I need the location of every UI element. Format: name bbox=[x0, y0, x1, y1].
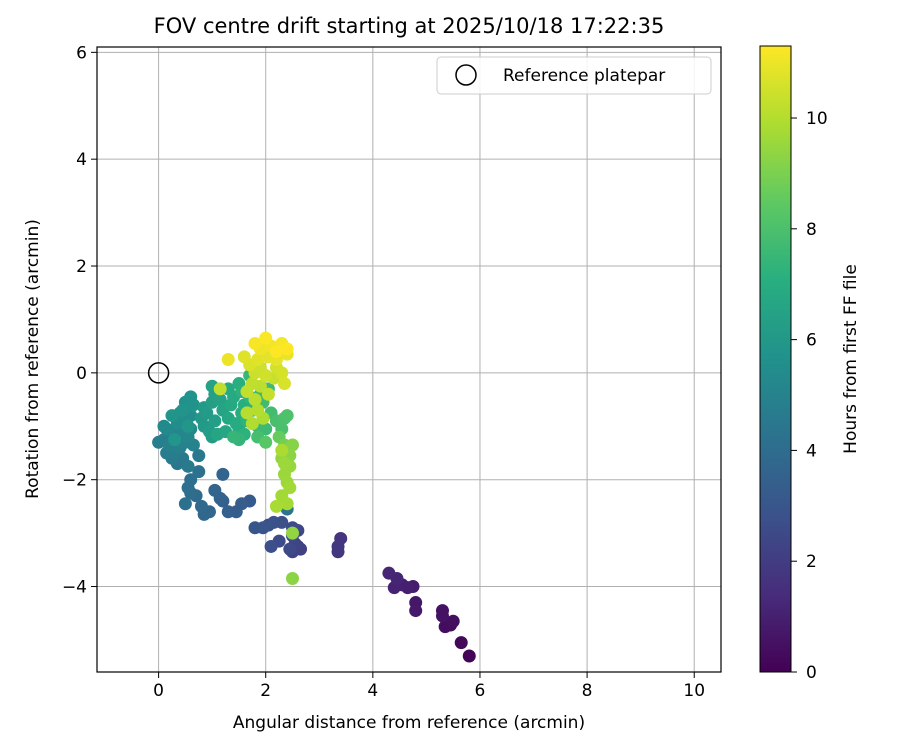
colorbar-tick-label: 2 bbox=[806, 552, 817, 572]
colorbar-label: Hours from first FF file bbox=[841, 264, 861, 454]
data-point bbox=[248, 521, 262, 535]
data-point bbox=[157, 419, 171, 433]
data-point bbox=[176, 403, 190, 417]
data-point bbox=[192, 449, 206, 463]
data-point bbox=[280, 342, 294, 356]
data-point bbox=[259, 369, 273, 383]
data-point bbox=[251, 403, 265, 417]
x-axis-ticks: 0 2 4 6 8 10 bbox=[153, 672, 705, 701]
legend-entry-reference-platepar: Reference platepar bbox=[503, 66, 665, 86]
colorbar-tick-label: 6 bbox=[806, 331, 817, 351]
colorbar bbox=[759, 45, 792, 673]
data-point bbox=[331, 545, 345, 559]
data-point bbox=[186, 398, 200, 412]
x-tick-label: 10 bbox=[683, 681, 705, 701]
colorbar-tick-label: 10 bbox=[806, 109, 828, 129]
legend: Reference platepar bbox=[436, 56, 712, 95]
data-point bbox=[192, 465, 206, 479]
data-point bbox=[237, 350, 251, 364]
data-point bbox=[181, 419, 195, 433]
data-point bbox=[280, 497, 294, 511]
data-point bbox=[382, 566, 396, 580]
x-axis-label: Angular distance from reference (arcmin) bbox=[233, 713, 585, 733]
data-point bbox=[184, 473, 198, 487]
x-tick-label: 6 bbox=[475, 681, 486, 701]
colorbar-tick-label: 0 bbox=[806, 663, 817, 683]
data-point bbox=[277, 377, 291, 391]
data-point bbox=[251, 353, 265, 366]
plot-frame bbox=[96, 46, 722, 673]
legend-box bbox=[436, 56, 712, 95]
data-point bbox=[269, 499, 283, 513]
data-point bbox=[221, 505, 235, 519]
data-point bbox=[227, 430, 241, 444]
y-axis-label: Rotation from reference (arcmin) bbox=[23, 219, 43, 499]
reference-platepar-marker bbox=[147, 362, 170, 384]
y-tick-label: −4 bbox=[62, 578, 87, 598]
data-point bbox=[269, 344, 283, 358]
colorbar-tick-label: 4 bbox=[806, 441, 817, 461]
colorbar-ticks: 0 2 4 6 8 10 bbox=[791, 109, 828, 683]
data-point bbox=[248, 393, 262, 407]
data-point bbox=[286, 572, 300, 586]
data-point bbox=[286, 438, 300, 452]
y-tick-label: 6 bbox=[76, 43, 87, 63]
data-point bbox=[208, 483, 222, 497]
data-point bbox=[283, 481, 297, 495]
y-tick-label: 4 bbox=[76, 150, 87, 170]
data-point bbox=[240, 406, 254, 420]
data-point bbox=[221, 353, 235, 366]
data-point bbox=[286, 526, 300, 540]
x-tick-label: 8 bbox=[582, 681, 593, 701]
data-point bbox=[194, 499, 208, 513]
data-point bbox=[277, 457, 291, 471]
y-tick-label: −2 bbox=[62, 471, 87, 491]
data-point bbox=[178, 497, 192, 511]
data-point bbox=[200, 406, 214, 420]
data-point bbox=[454, 636, 468, 650]
data-point bbox=[261, 387, 275, 401]
data-point bbox=[168, 433, 182, 447]
data-point bbox=[240, 385, 254, 399]
data-point bbox=[208, 414, 222, 428]
x-tick-label: 4 bbox=[367, 681, 378, 701]
data-point bbox=[165, 409, 179, 423]
data-point bbox=[275, 515, 289, 529]
data-point bbox=[264, 539, 278, 553]
data-points bbox=[152, 331, 476, 663]
data-point bbox=[216, 467, 230, 481]
data-point bbox=[275, 366, 289, 380]
data-point bbox=[275, 443, 289, 457]
data-point bbox=[409, 604, 423, 618]
data-point bbox=[245, 417, 259, 431]
data-point bbox=[283, 542, 297, 556]
data-point bbox=[259, 435, 273, 449]
x-tick-label: 0 bbox=[153, 681, 164, 701]
x-tick-label: 2 bbox=[260, 681, 271, 701]
data-point bbox=[259, 331, 273, 345]
data-point bbox=[446, 614, 460, 628]
data-point bbox=[213, 393, 227, 407]
data-point bbox=[181, 459, 195, 473]
y-axis-ticks: −4 −2 0 2 4 6 bbox=[62, 43, 97, 598]
data-point bbox=[213, 382, 227, 396]
legend-marker-icon bbox=[455, 64, 477, 86]
data-point bbox=[259, 422, 273, 436]
data-point bbox=[280, 409, 294, 423]
data-point bbox=[462, 649, 476, 663]
chart-title: FOV centre drift starting at 2025/10/18 … bbox=[154, 14, 665, 38]
reference-marker bbox=[147, 362, 170, 384]
y-tick-label: 2 bbox=[76, 257, 87, 277]
data-point bbox=[435, 609, 449, 623]
data-point bbox=[248, 336, 262, 350]
colorbar-tick-label: 8 bbox=[806, 220, 817, 240]
y-tick-label: 0 bbox=[76, 364, 87, 384]
